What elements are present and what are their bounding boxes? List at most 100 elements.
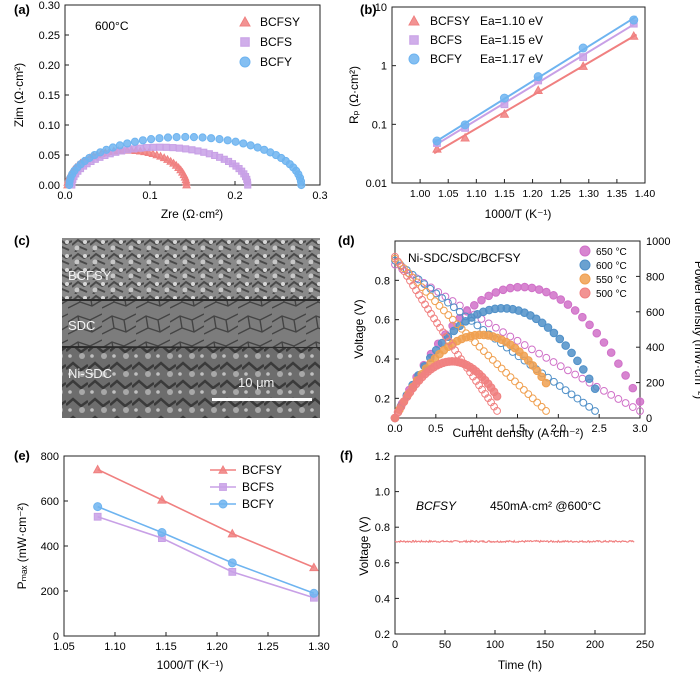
panel-d-ylabel-left: Voltage (V) bbox=[352, 299, 366, 358]
sem-scale-bar bbox=[212, 398, 312, 401]
panel-a-point-bcfs bbox=[124, 146, 132, 154]
panel-f-ytick-label: 0.6 bbox=[375, 558, 390, 570]
panel-e-point-bcfy bbox=[227, 558, 237, 568]
panel-b-legend-marker-bcfy bbox=[408, 53, 420, 65]
panel-a-xtick-label: 0.2 bbox=[227, 190, 242, 202]
panel-b-point-bcfsy bbox=[460, 132, 470, 142]
panel-d-power-point-600 bbox=[573, 356, 582, 366]
panel-d-voltage-point-550 bbox=[475, 342, 484, 351]
panel-a-point-bcfy bbox=[231, 137, 240, 146]
panel-a-legend-bcfs: BCFS bbox=[260, 35, 292, 49]
panel-a-point-bcfy bbox=[246, 141, 255, 150]
panel-d-power-point-650 bbox=[556, 295, 566, 304]
panel-c-sem-image: (c) BCFSY SDC Ni-SDC 10 μm bbox=[14, 233, 321, 418]
panel-d-legend-500: 500 °C bbox=[596, 289, 627, 300]
panel-d-power-point-600 bbox=[549, 328, 559, 338]
panel-d-power-point-600 bbox=[590, 384, 600, 393]
panel-d-voltage-point-650 bbox=[614, 395, 623, 403]
panel-b-point-bcfy bbox=[578, 43, 588, 53]
panel-b-xtick-label: 1.20 bbox=[522, 188, 543, 200]
panel-d-right-ytick-label: 1000 bbox=[646, 236, 670, 248]
panel-a-legend-bcfy: BCFY bbox=[260, 55, 292, 69]
panel-d-xtick-label: 3.0 bbox=[632, 423, 647, 435]
panel-b-data bbox=[432, 15, 639, 155]
panel-e-ytick-label: 200 bbox=[41, 586, 59, 598]
panel-d-power-point-650 bbox=[635, 397, 645, 406]
panel-e-ytick-label: 600 bbox=[41, 496, 59, 508]
panel-d-voltage-point-550 bbox=[511, 377, 519, 386]
panel-a-point-bcfy bbox=[297, 180, 306, 190]
panel-e-xtick-label: 1.10 bbox=[104, 641, 125, 653]
panel-b-point-bcfsy bbox=[432, 143, 442, 153]
panel-d-legend-marker-600 bbox=[579, 259, 591, 271]
panel-d-power-point-600 bbox=[449, 326, 459, 336]
panel-d-ylabel-right: Power density (mW·cm⁻²) bbox=[692, 261, 700, 399]
panel-a-point-bcfy bbox=[239, 139, 248, 148]
panel-a-point-bcfs bbox=[136, 144, 144, 152]
sem-layer-ni-sdc bbox=[62, 348, 320, 418]
panel-a-point-bcfs bbox=[244, 181, 252, 189]
panel-d-power-point-600 bbox=[579, 365, 588, 374]
panel-f-ytick-label: 0.8 bbox=[375, 522, 390, 534]
panel-d-right-ytick-label: 800 bbox=[646, 271, 664, 283]
panel-b-ytick-label: 0.01 bbox=[366, 178, 387, 190]
panel-b-point-bcfsy bbox=[578, 61, 589, 70]
panel-d-power-point-650 bbox=[477, 295, 486, 305]
panel-d-voltage-point-550 bbox=[453, 320, 462, 329]
sem-layer-sdc bbox=[62, 301, 320, 347]
panel-b-legend-ea-bcfsy: Ea=1.10 eV bbox=[480, 14, 543, 28]
panel-d-power-point-600 bbox=[555, 334, 565, 344]
panel-a-ytick-label: 0.20 bbox=[39, 60, 60, 72]
panel-d-power-point-550 bbox=[541, 378, 551, 388]
panel-d-voltage-point-550 bbox=[448, 315, 457, 324]
panel-d-power-point-600 bbox=[561, 341, 570, 350]
panel-a-point-bcfy bbox=[206, 134, 216, 143]
panel-a-legend-marker-bcfs bbox=[240, 37, 250, 47]
panel-b-ytick-label: 1 bbox=[381, 61, 387, 73]
panel-d-voltage-point-550 bbox=[515, 381, 524, 390]
panel-d-voltage-point-550 bbox=[506, 373, 515, 382]
panel-d-voltage-point-650 bbox=[499, 328, 507, 337]
panel-b-xtick-label: 1.30 bbox=[579, 188, 600, 200]
panel-e-legend: BCFSY BCFS BCFY bbox=[210, 463, 282, 511]
panel-d-voltage-point-500 bbox=[493, 407, 501, 415]
panel-b-point-bcfy bbox=[432, 136, 442, 146]
panel-d-xtick-label: 0.5 bbox=[428, 423, 443, 435]
panel-f-xtick-label: 250 bbox=[636, 639, 654, 651]
panel-d-power-point-650 bbox=[628, 383, 638, 393]
panel-d-ytick-label: 0.4 bbox=[375, 354, 390, 366]
panel-d-legend-600: 600 °C bbox=[596, 261, 627, 272]
panel-d-voltage-point-550 bbox=[431, 297, 439, 306]
panel-b-point-bcfy bbox=[629, 15, 639, 25]
panel-b-label: (b) bbox=[360, 2, 377, 17]
panel-e-label: (e) bbox=[14, 448, 30, 463]
panel-b-point-bcfy bbox=[460, 120, 470, 130]
panel-a-ylabel: Zim (Ω·cm²) bbox=[12, 63, 26, 127]
panel-e-legend-marker-bcfs bbox=[219, 483, 227, 491]
panel-e-data bbox=[92, 464, 319, 602]
panel-d-voltage-point-650 bbox=[434, 288, 443, 296]
panel-b-legend: BCFSY Ea=1.10 eV BCFS Ea=1.15 eV BCFY Ea=1.17… bbox=[408, 14, 543, 66]
panel-d-right-ytick-label: 200 bbox=[646, 378, 664, 390]
panel-d-voltage-point-650 bbox=[636, 407, 644, 415]
panel-d-power-point-650 bbox=[469, 301, 479, 310]
panel-e-xtick-label: 1.25 bbox=[257, 641, 278, 653]
panel-b-xlabel: 1000/T (K⁻¹) bbox=[485, 207, 552, 221]
panel-e-point-bcfy bbox=[93, 502, 103, 512]
panel-b-xtick-label: 1.00 bbox=[410, 188, 431, 200]
panel-d-title: Ni-SDC/SDC/BCFSY bbox=[408, 251, 521, 265]
panel-a-legend-marker-bcfsy bbox=[239, 15, 251, 27]
panel-a-point-bcfy bbox=[138, 136, 147, 145]
panel-a-point-bcfy bbox=[130, 137, 140, 146]
panel-d-power-point-600 bbox=[531, 314, 541, 324]
panel-b-point-bcfsy bbox=[533, 85, 544, 95]
panel-d-power-point-650 bbox=[527, 283, 537, 293]
panel-d-legend-marker-550 bbox=[579, 273, 591, 285]
panel-d-power-point-650 bbox=[614, 359, 623, 368]
panel-d-power-point-550 bbox=[532, 366, 542, 376]
panel-d-voltage-point-650 bbox=[549, 358, 558, 366]
panel-e-legend-bcfsy: BCFSY bbox=[242, 463, 282, 477]
panel-f-ylabel: Voltage (V) bbox=[357, 516, 371, 575]
panel-e-legend-bcfy: BCFY bbox=[242, 497, 274, 511]
